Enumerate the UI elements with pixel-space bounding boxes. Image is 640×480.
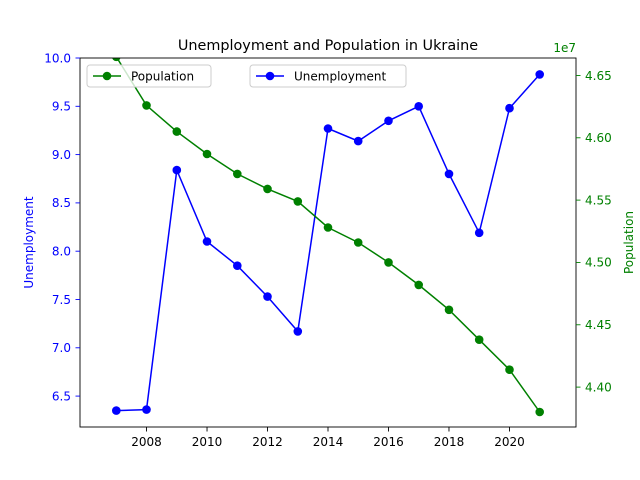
population-point [444,305,454,315]
unemployment-point [505,103,514,113]
chart-title: Unemployment and Population in Ukraine [178,38,478,54]
population-point [172,127,182,136]
unemployment-point [263,292,272,301]
population-point [112,58,121,62]
unemployment-point [202,237,212,246]
unemployment-point [353,136,363,146]
unemployment-series [112,70,544,415]
population-point [474,335,484,345]
population-point [505,365,514,375]
unemployment-point [142,405,151,414]
population-point [384,258,393,267]
population-point [233,169,242,179]
population-legend-box [86,64,212,88]
unemployment-legend: Unemployment [249,64,407,88]
left-y-tick-label: 8.0 [52,244,71,258]
x-tick-label: 2016 [373,435,404,449]
unemployment-point [323,124,333,133]
left-y-tick-label: 7.0 [52,341,71,355]
left-y-tick-label: 6.5 [52,389,71,403]
population-point [263,184,272,194]
right-y-offset-text: 1e7 [553,41,576,55]
unemployment-point [535,70,544,79]
population-legend: Population [86,64,212,88]
x-tick-label: 2012 [252,435,283,449]
right-y-tick-label: 4.45 [585,318,612,332]
left-y-tick-label: 10.0 [44,51,71,65]
population-point [142,101,151,110]
population-point [202,149,212,159]
right-y-tick-label: 4.40 [585,380,612,394]
unemployment-point [444,169,454,179]
unemployment-point [172,165,182,175]
population-legend-marker [102,71,112,81]
left-y-tick-label: 8.5 [52,196,71,210]
x-tick-label: 2008 [131,435,162,449]
unemployment-legend-marker [265,71,275,81]
unemployment-point [474,228,484,238]
x-tick-label: 2018 [434,435,465,449]
x-tick-label: 2014 [313,435,344,449]
right-y-tick-label: 4.60 [585,131,612,145]
left-y-tick-label: 9.5 [52,100,71,114]
left-y-axis-label: Unemployment [22,196,36,289]
unemployment-point [233,261,242,271]
unemployment-point [293,327,303,336]
unemployment-point [414,102,424,111]
x-tick-label: 2010 [192,435,223,449]
left-y-tick-label: 9.0 [52,148,71,162]
population-point [535,407,544,417]
right-y-axis-label: Population [622,211,636,274]
population-legend-label: Population [131,69,194,83]
unemployment-legend-box [249,64,407,88]
left-y-tick-label: 7.5 [52,293,71,307]
unemployment-point [112,406,121,415]
population-point [353,238,363,247]
right-y-tick-label: 4.50 [585,256,612,270]
population-point [414,280,424,290]
right-y-tick-label: 4.65 [585,69,612,83]
population-point [293,197,303,206]
x-tick-label: 2020 [494,435,525,449]
population-series [112,58,544,417]
right-y-tick-label: 4.55 [585,193,612,207]
unemployment-legend-label: Unemployment [294,69,387,83]
unemployment-point [384,116,393,126]
population-point [323,223,333,232]
plot-frame [79,57,577,428]
